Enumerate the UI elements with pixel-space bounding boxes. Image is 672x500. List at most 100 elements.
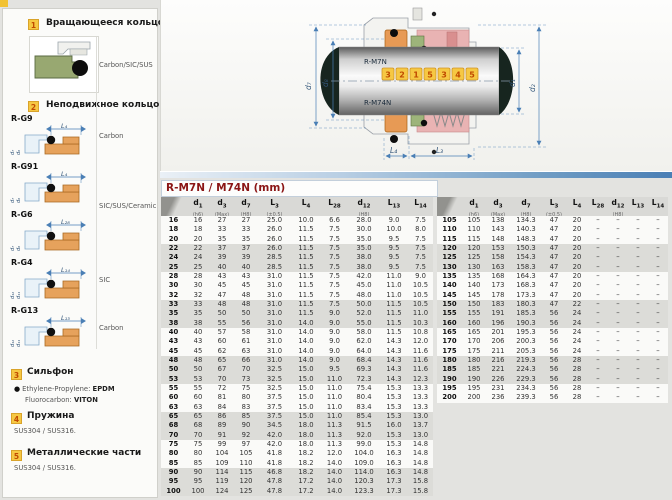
table-row: 40 40 57 58 31.0 14.0 9.0 58.0 11.5 10.8 <box>161 327 433 338</box>
value-cell: 16.3 <box>386 449 402 458</box>
table-row: 195 195 231 234.3 56 28 – – – – <box>437 383 668 394</box>
value-cell: – <box>636 346 640 355</box>
value-cell: – <box>656 253 660 262</box>
value-cell: 14.0 <box>326 467 343 476</box>
value-cell: 11.5 <box>386 327 402 336</box>
value-cell: 9.5 <box>329 365 340 374</box>
row-label: 33 <box>168 299 179 308</box>
value-cell: – <box>596 318 600 327</box>
row-label: 68 <box>168 421 179 430</box>
table-row: 125 125 158 154.3 47 20 – – – – <box>437 253 668 263</box>
value-cell: 62 <box>217 346 227 355</box>
callout-badge <box>423 67 437 81</box>
value-cell: 15.3 <box>386 402 402 411</box>
callout-number: 3 <box>441 71 447 80</box>
callout-number: 2 <box>399 71 405 80</box>
value-cell: 46.8 <box>266 467 283 476</box>
svg-text:L₁₄: L₁₄ <box>61 267 70 274</box>
value-cell: 234.3 <box>516 383 536 392</box>
value-cell: 7.5 <box>415 253 426 262</box>
value-cell: 56 <box>549 318 559 327</box>
row-label: 120 <box>442 243 457 252</box>
value-cell: 15.0 <box>298 411 314 420</box>
row-label: 35 <box>168 309 179 318</box>
spring-material: SUS304 / SUS316. <box>14 427 76 435</box>
o-ring-dot <box>72 60 88 76</box>
value-cell: – <box>636 253 640 262</box>
rotating-ring-image <box>29 36 99 93</box>
column-header: L3 (±0.5) <box>266 198 283 216</box>
value-cell: 32.5 <box>266 383 283 392</box>
value-cell: 15.0 <box>298 402 314 411</box>
value-cell: – <box>636 374 640 383</box>
value-cell: 195.3 <box>516 327 536 336</box>
table-row: 45 45 62 63 31.0 14.0 9.0 64.0 14.3 11.6 <box>161 346 433 356</box>
shaft-label-m7n: R-M7N <box>364 58 387 66</box>
value-cell: – <box>656 225 660 234</box>
value-cell: 14.8 <box>412 439 429 448</box>
value-cell: 75 <box>241 383 251 392</box>
row-label: 70 <box>168 430 179 439</box>
value-cell: – <box>656 355 660 364</box>
value-cell: 11.6 <box>412 365 429 374</box>
value-cell: 24 <box>572 327 582 336</box>
value-cell: 66 <box>241 355 251 364</box>
value-cell: 154.3 <box>516 253 536 262</box>
value-cell: 99.0 <box>356 439 372 448</box>
value-cell: 45.0 <box>356 281 372 290</box>
value-cell: – <box>596 234 600 243</box>
value-cell: 9.5 <box>388 234 400 243</box>
svg-text:d₈: d₈ <box>16 246 22 251</box>
section-title-bellows: Сильфон <box>27 367 74 377</box>
value-cell: 14.0 <box>298 327 314 336</box>
value-cell: 11.5 <box>298 290 314 299</box>
value-cell: 28.5 <box>266 253 283 262</box>
value-cell: 7.5 <box>415 216 426 224</box>
value-cell: 48.0 <box>356 290 372 299</box>
callout-badge <box>465 67 479 81</box>
value-cell: 11.5 <box>298 262 314 271</box>
value-cell: 56 <box>241 318 251 327</box>
callout-number: 5 <box>469 71 475 80</box>
value-cell: 120 <box>467 243 481 252</box>
value-cell: 47 <box>549 253 559 262</box>
value-cell: 216 <box>491 355 505 364</box>
value-cell: – <box>596 281 600 290</box>
value-cell: 11.5 <box>386 299 402 308</box>
value-cell: 185.3 <box>516 309 536 318</box>
value-cell: – <box>656 216 660 224</box>
table-row: 180 180 216 219.3 56 28 – – – – <box>437 355 668 366</box>
ring-variant-diagram: L₁₄ d₁₂ d₁₁ <box>10 267 86 299</box>
column-header: L28 <box>591 198 605 210</box>
row-label: 185 <box>442 365 457 374</box>
table-row: 100 100 124 125 47.8 17.2 14.0 123.3 17.3 15.8 <box>161 486 433 496</box>
variant-material: Carbon <box>99 324 124 332</box>
value-cell: 70 <box>241 365 251 374</box>
value-cell: 15.3 <box>386 439 402 448</box>
svg-text:d₇: d₇ <box>10 246 16 251</box>
value-cell: 16 <box>193 216 203 224</box>
value-cell: 35 <box>241 234 251 243</box>
value-cell: 81 <box>217 393 227 402</box>
table-row: 48 48 65 66 31.0 14.0 9.0 68.4 14.3 11.6 <box>161 355 433 366</box>
value-cell: – <box>656 365 660 374</box>
value-cell: 9.5 <box>388 253 400 262</box>
value-cell: – <box>616 262 620 271</box>
value-cell: 9.0 <box>329 309 340 318</box>
svg-text:L₄: L₄ <box>61 123 68 130</box>
value-cell: 16.0 <box>386 421 402 430</box>
value-cell: 178 <box>491 290 505 299</box>
value-cell: 47 <box>549 271 559 280</box>
table-row: 155 155 191 185.3 56 24 – – – – <box>437 309 668 319</box>
value-cell: 99 <box>217 439 227 448</box>
value-cell: – <box>616 253 620 262</box>
value-cell: 63 <box>193 402 203 411</box>
value-cell: 92 <box>241 430 251 439</box>
value-cell: 65 <box>217 355 227 364</box>
value-cell: 110 <box>467 225 481 234</box>
value-cell: 7.5 <box>415 243 426 252</box>
callout-number: 4 <box>455 71 461 80</box>
value-cell: 50 <box>241 309 251 318</box>
value-cell: 153 <box>491 243 505 252</box>
